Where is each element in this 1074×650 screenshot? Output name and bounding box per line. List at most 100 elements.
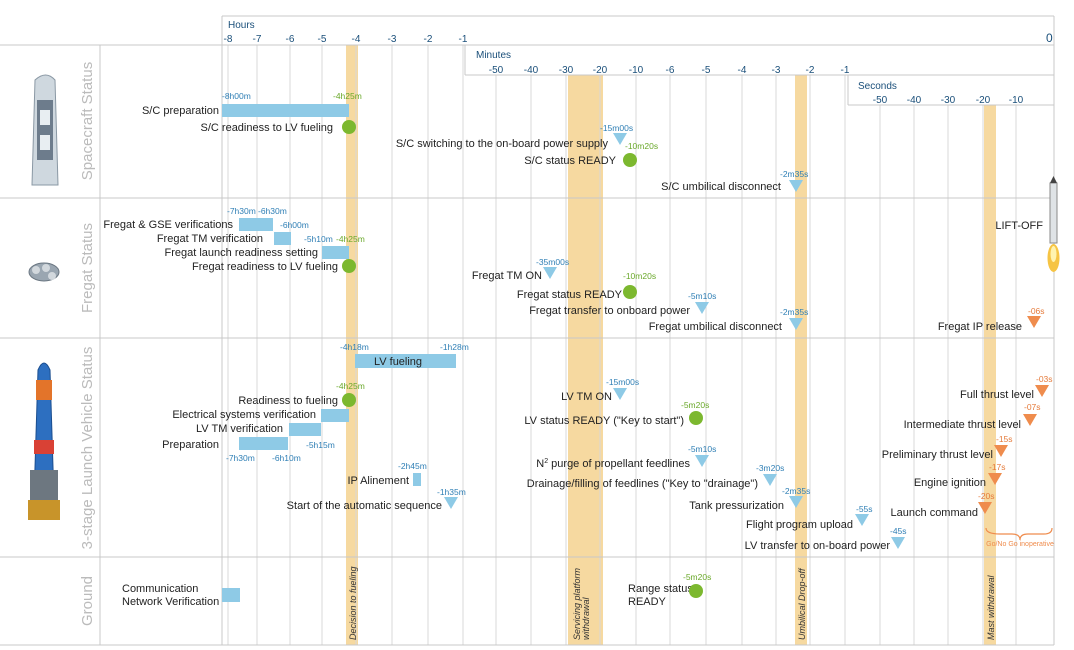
event-triangle (1027, 316, 1041, 328)
section-fregat: Fregat Status (79, 223, 96, 313)
fregat-tm-label: Fregat TM verification (157, 233, 263, 245)
milestone-circle (689, 411, 703, 425)
sc-ready-label: S/C status READY (524, 155, 616, 167)
seconds-axis: Seconds -50 -40 -30 -20 -10 (858, 81, 1024, 106)
lv-preparation-start: -7h30m (226, 453, 255, 463)
milestone-mast-withdrawal: Mast withdrawal (986, 574, 996, 640)
lv-tank-label: Tank pressurization (689, 500, 784, 512)
milestone-bands (346, 45, 996, 645)
lv-onboard-power-label: LV transfer to on-board power (745, 540, 891, 552)
event-triangle (613, 388, 627, 400)
lv-full-thrust-label: Full thrust level (960, 389, 1034, 401)
go-nogo-brace: Go/No Go inoperative (985, 527, 1054, 548)
minutes-tick: -3 (772, 65, 781, 76)
lv-readiness-time: -4h25m (336, 381, 365, 391)
lv-tm-bar (289, 423, 321, 436)
lv-flight-program-time: -55s (856, 504, 873, 514)
seconds-axis-title: Seconds (858, 81, 897, 92)
lv-tm-end: -5h15m (306, 440, 335, 450)
fregat-tm-bar (274, 232, 291, 245)
fregat-gse-label: Fregat & GSE verifications (103, 219, 233, 231)
lv-flight-program-label: Flight program upload (746, 519, 853, 531)
fregat-tm-end: -6h00m (280, 220, 309, 230)
event-triangle (891, 537, 905, 549)
fregat-umbilical-time: -2m35s (780, 307, 808, 317)
ground-ready-time: -5m20s (683, 572, 711, 582)
fregat-tm-on-label: Fregat TM ON (472, 270, 542, 282)
milestone-circle (342, 259, 356, 273)
fregat-gse-bar (239, 218, 273, 231)
sc-switch-label: S/C switching to the on-board power supp… (396, 138, 609, 150)
seconds-tick: -30 (941, 95, 956, 106)
section-ground: Ground (79, 576, 96, 626)
zero-tick: 0 (1046, 31, 1053, 45)
sc-preparation-bar (222, 104, 349, 117)
milestone-circle (342, 120, 356, 134)
fregat-umbilical-label: Fregat umbilical disconnect (649, 321, 782, 333)
hours-tick: -8 (224, 34, 233, 45)
fregat-launch-end: -4h25m (336, 234, 365, 244)
hours-tick: -1 (459, 34, 468, 45)
band-umbilical-drop-off (795, 75, 807, 645)
seconds-tick: -20 (976, 95, 991, 106)
ground-range-status-label: Range status (628, 583, 693, 595)
hours-tick: -7 (253, 34, 262, 45)
sc-preparation-end: -4h25m (333, 91, 362, 101)
hours-tick: -4 (352, 34, 361, 45)
ground-network-bar (222, 588, 240, 602)
sc-preparation-label: S/C preparation (142, 105, 219, 117)
lv-fueling-bar (355, 354, 456, 368)
event-triangle (1035, 385, 1049, 397)
lv-tank-time: -2m35s (782, 486, 810, 496)
sc-preparation-start: -8h00m (222, 91, 251, 101)
lv-drainage-time: -3m20s (756, 463, 784, 473)
lv-fueling-label: LV fueling (374, 356, 422, 368)
hours-tick: -3 (388, 34, 397, 45)
fregat-launch-label: Fregat launch readiness setting (165, 247, 318, 259)
event-triangle (994, 445, 1008, 457)
seconds-tick: -40 (907, 95, 922, 106)
milestone-umbilical-drop-off: Umbilical Drop-off (797, 567, 807, 640)
event-triangle (444, 497, 458, 509)
fregat-illustration (28, 262, 60, 282)
lv-fueling-end: -1h28m (440, 342, 469, 352)
fregat-transfer-time: -5m10s (688, 291, 716, 301)
lv-preparation-label: Preparation (162, 439, 219, 451)
section-separators (0, 15, 1055, 646)
sc-umbilical-label: S/C umbilical disconnect (661, 181, 781, 193)
lv-auto-seq-time: -1h35m (437, 487, 466, 497)
launch-vehicle-illustration (28, 362, 60, 520)
events: S/C preparation-8h00m -4h25m S/C readiness… (103, 91, 1052, 608)
liftoff-rocket (1047, 176, 1060, 272)
fregat-ip-release-time: -06s (1028, 306, 1045, 316)
grid-lines (227, 45, 1017, 645)
fregat-launch-start: -5h10m (304, 234, 333, 244)
section-launch-vehicle: 3-stage Launch Vehicle Status (79, 347, 96, 550)
lv-intermediate-thrust-time: -07s (1024, 402, 1041, 412)
lv-launch-command-time: -20s (978, 491, 995, 501)
minutes-tick: -30 (559, 65, 574, 76)
fregat-gse-start: -7h30m (227, 206, 256, 216)
lv-preliminary-thrust-label: Preliminary thrust level (882, 449, 993, 461)
lv-launch-command-label: Launch command (891, 507, 978, 519)
minutes-tick: -40 (524, 65, 539, 76)
sc-switch-time: -15m00s (600, 123, 633, 133)
lv-n2-purge-time: -5m10s (688, 444, 716, 454)
lv-preparation-end: -6h10m (272, 453, 301, 463)
section-spacecraft: Spacecraft Status (79, 62, 96, 180)
lv-tm-on-time: -15m00s (606, 377, 639, 387)
lv-ip-bar (413, 473, 421, 486)
lv-full-thrust-time: -03s (1036, 374, 1053, 384)
event-triangle (789, 496, 803, 508)
ground-network-label: Network Verification (122, 596, 219, 608)
lv-n2-purge-label: N2 purge of propellant feedlines (536, 458, 690, 470)
lv-tm-label: LV TM verification (196, 423, 283, 435)
lv-preliminary-thrust-time: -15s (996, 434, 1013, 444)
minutes-tick: -20 (593, 65, 608, 76)
section-titles: Spacecraft Status Fregat Status 3-stage … (79, 62, 96, 626)
lv-engine-ignition-time: -17s (989, 462, 1006, 472)
hours-axis: Hours -8 -7 -6 -5 -4 -3 -2 -1 0 (224, 20, 1053, 45)
milestone-labels: Decision to fueling Servicing platformwi… (348, 566, 996, 640)
lv-electrical-label: Electrical systems verification (172, 409, 316, 421)
